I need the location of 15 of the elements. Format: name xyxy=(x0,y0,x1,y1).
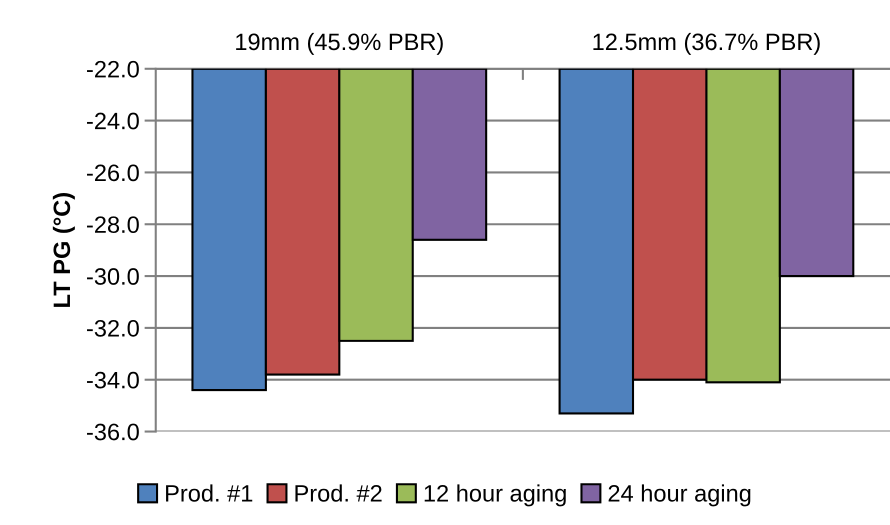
legend-label: Prod. #2 xyxy=(295,484,382,502)
y-tick-label: -28.0 xyxy=(87,216,139,234)
legend-label: 24 hour aging xyxy=(608,484,750,506)
y-tick-label: -24.0 xyxy=(87,112,139,130)
y-tick-label: -36.0 xyxy=(87,424,139,440)
legend-label: Prod. #1 xyxy=(166,484,252,502)
x-tick-label: 19mm (45.9% PBR) xyxy=(236,32,443,55)
y-tick-label: -30.0 xyxy=(87,268,139,285)
y-tick-label: -22.0 xyxy=(87,60,139,78)
y-tick-label: -32.0 xyxy=(87,320,139,337)
legend-label: 12 hour aging xyxy=(424,484,566,506)
y-tick-label: -26.0 xyxy=(87,164,139,182)
y-tick-label: -34.0 xyxy=(87,372,139,389)
y-axis-title: LT PG (°C) xyxy=(52,193,75,307)
x-tick-label: 12.5mm (36.7% PBR) xyxy=(593,32,820,55)
